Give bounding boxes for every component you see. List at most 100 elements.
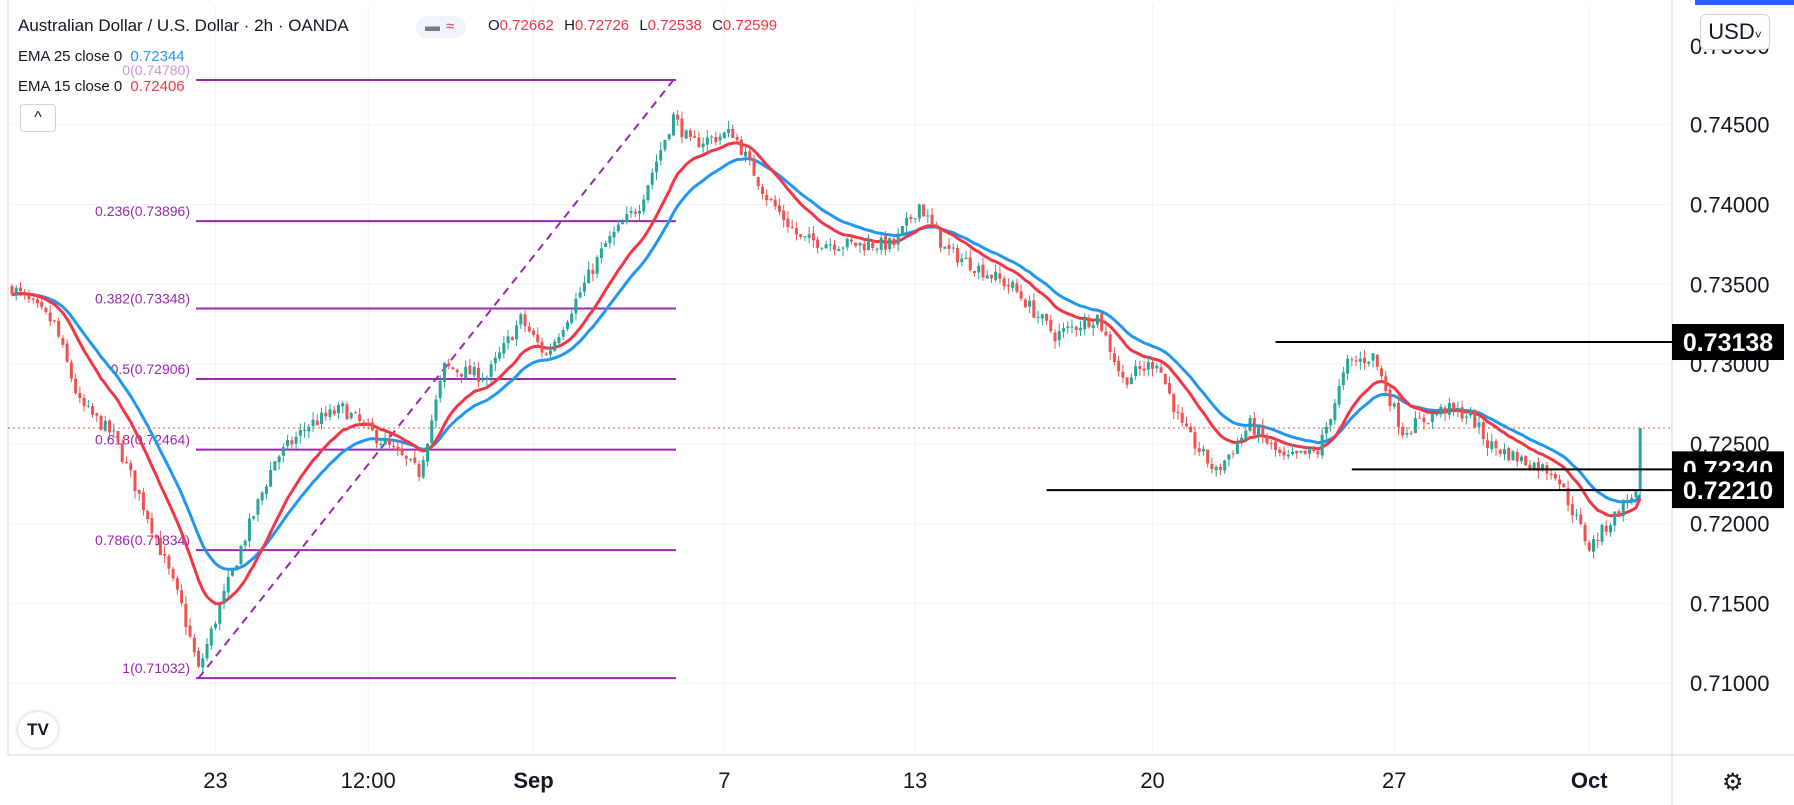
candle-body xyxy=(684,130,688,139)
candle-body xyxy=(1129,377,1133,385)
candle-body xyxy=(943,246,947,249)
candle-body xyxy=(968,257,972,271)
candle-body xyxy=(506,336,510,343)
candle-body xyxy=(1176,411,1180,413)
candle-body xyxy=(1515,452,1519,462)
candle-body xyxy=(638,210,642,214)
candle-body xyxy=(286,439,290,447)
candle-body xyxy=(44,307,48,312)
candle-body xyxy=(616,224,620,232)
candle-body xyxy=(922,204,926,217)
candle-body xyxy=(1066,326,1070,329)
candle-body xyxy=(964,257,968,260)
candle-body xyxy=(1040,314,1044,319)
candle-body xyxy=(1396,402,1400,427)
candle-body xyxy=(400,448,404,455)
candle-body xyxy=(1418,417,1422,419)
candle-body xyxy=(608,236,612,244)
candle-body xyxy=(676,114,680,120)
candle-body xyxy=(1011,282,1015,288)
candle-body xyxy=(1155,365,1159,369)
candle-body xyxy=(807,234,811,238)
candle-body xyxy=(464,366,468,378)
candle-body xyxy=(765,194,769,201)
candle-body xyxy=(430,420,434,443)
candle-body xyxy=(599,248,603,259)
candle-body xyxy=(320,412,324,424)
candle-body xyxy=(1617,511,1621,517)
candle-body xyxy=(1231,453,1235,455)
minus-icon[interactable]: ▬ xyxy=(425,18,440,35)
ema15-legend[interactable]: EMA 15 close 0 0.72406 xyxy=(18,78,185,95)
candle-body xyxy=(476,367,480,382)
candle-body xyxy=(1430,413,1434,422)
candle-body xyxy=(171,569,175,579)
candle-body xyxy=(332,410,336,415)
candle-body xyxy=(896,233,900,245)
candle-body xyxy=(472,366,476,376)
candle-body xyxy=(1125,377,1129,385)
candle-body xyxy=(642,199,646,212)
candle-body xyxy=(1168,383,1172,394)
candle-body xyxy=(544,353,548,356)
candle-body xyxy=(1257,426,1261,436)
candle-body xyxy=(1193,432,1197,449)
x-tick-label: Oct xyxy=(1571,768,1608,793)
candle-body xyxy=(1163,373,1167,384)
tradingview-logo[interactable]: TV xyxy=(18,712,58,748)
candle-body xyxy=(197,650,201,667)
candle-body xyxy=(1566,487,1570,506)
ema25-legend[interactable]: EMA 25 close 0 0.72344 xyxy=(18,48,185,65)
candle-body xyxy=(1210,463,1214,470)
candle-body xyxy=(235,565,239,570)
candle-body xyxy=(392,445,396,447)
candle-body xyxy=(1159,367,1163,373)
candle-body xyxy=(281,447,285,456)
candle-body xyxy=(1486,440,1490,449)
candle-body xyxy=(553,341,557,351)
candle-body xyxy=(858,242,862,246)
candle-body xyxy=(1095,314,1099,325)
candle-body xyxy=(298,430,302,436)
candle-body xyxy=(502,342,506,354)
candle-body xyxy=(129,463,133,471)
fib-level-label: 0.382(0.73348) xyxy=(95,291,190,307)
gear-icon[interactable]: ⚙ xyxy=(1722,769,1744,796)
candle-body xyxy=(91,406,95,415)
candle-body xyxy=(69,362,73,379)
candle-body xyxy=(1575,514,1579,516)
candle-body xyxy=(1206,449,1210,464)
x-tick-label: Sep xyxy=(513,768,553,793)
candle-body xyxy=(1579,514,1583,525)
currency-button[interactable]: USD˅ xyxy=(1700,14,1770,50)
candle-body xyxy=(1541,464,1545,471)
candle-body xyxy=(10,286,14,295)
candle-body xyxy=(731,128,735,138)
candle-body xyxy=(850,239,854,242)
candle-body xyxy=(1307,448,1311,454)
candle-body xyxy=(667,134,671,139)
candle-body xyxy=(1049,320,1053,332)
candle-body xyxy=(1189,426,1193,433)
candle-body xyxy=(1443,407,1447,414)
candle-body xyxy=(290,440,294,445)
y-tick-label: 0.72000 xyxy=(1690,512,1770,537)
approx-icon[interactable]: ≈ xyxy=(446,18,455,35)
candle-body xyxy=(1375,354,1379,367)
candle-body xyxy=(1112,353,1116,363)
candle-body xyxy=(909,216,913,220)
candle-body xyxy=(1074,326,1078,330)
candle-body xyxy=(769,199,773,201)
candle-body xyxy=(1223,460,1227,471)
collapse-legend-button[interactable]: ^ xyxy=(20,104,56,132)
candle-body xyxy=(99,415,103,430)
candle-body xyxy=(146,511,150,519)
candle-body xyxy=(489,364,493,377)
candle-body xyxy=(31,298,35,300)
candle-body xyxy=(1333,403,1337,421)
candle-body xyxy=(794,228,798,235)
candle-body xyxy=(40,302,44,308)
indicator-toggle[interactable]: ▬ ≈ xyxy=(416,16,466,38)
candle-body xyxy=(1316,451,1320,455)
